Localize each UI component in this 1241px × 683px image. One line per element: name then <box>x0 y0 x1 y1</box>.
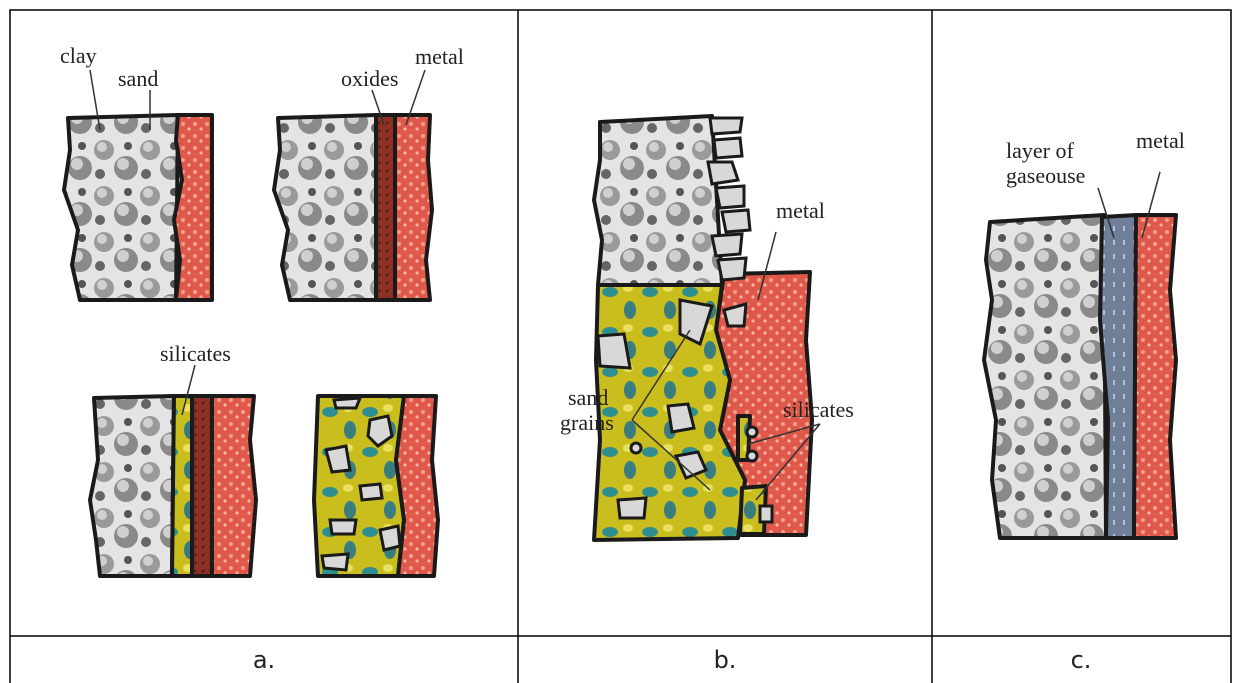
table-grid <box>9 9 1232 683</box>
label-sand-grains-1: sand <box>568 385 608 410</box>
panel-b-leaders <box>631 231 821 501</box>
label-sand-grains-2: grains <box>560 410 614 435</box>
label-metal: metal <box>415 44 464 69</box>
caption-a: a. <box>253 646 275 674</box>
label-silicates: silicates <box>160 341 231 366</box>
label-gas-2: gaseouse <box>1006 163 1085 188</box>
label-sand: sand <box>118 66 158 91</box>
panel-c-leaders <box>1097 171 1161 239</box>
caption-c: c. <box>1071 646 1092 674</box>
label-gas-1: layer of <box>1006 138 1074 163</box>
label-silicates-b: silicates <box>783 397 854 422</box>
panel-a-drawing <box>62 113 440 578</box>
panel-c-drawing <box>982 213 1178 540</box>
panel-a-leaders <box>89 69 426 416</box>
caption-b: b. <box>714 646 737 674</box>
label-clay: clay <box>60 43 97 68</box>
label-oxides: oxides <box>341 66 398 91</box>
label-metal-c: metal <box>1136 128 1185 153</box>
label-metal-b: metal <box>776 198 825 223</box>
panel-b-drawing <box>592 114 814 542</box>
